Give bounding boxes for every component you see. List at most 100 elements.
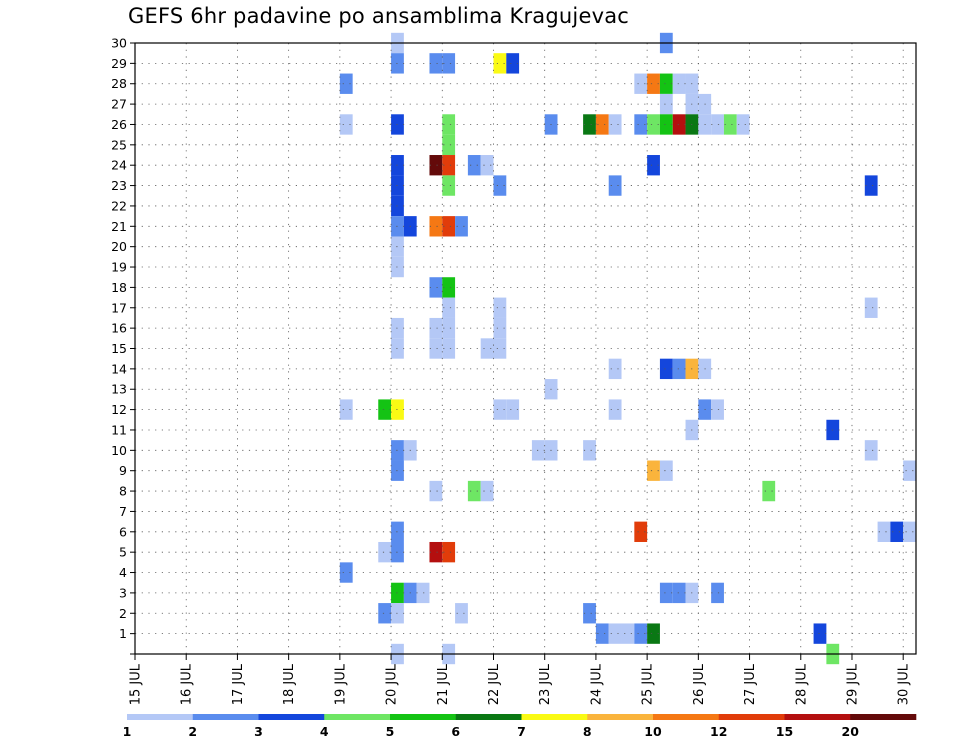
heatmap-cell [455, 603, 468, 624]
x-tick-label: 20 JUL [385, 663, 400, 705]
y-tick-label: 1 [119, 626, 127, 641]
heatmap-cell [762, 480, 776, 502]
y-tick-label: 4 [119, 565, 127, 580]
heatmap-cell [378, 603, 392, 624]
heatmap-cell [442, 277, 456, 298]
y-tick-label: 10 [111, 443, 127, 458]
heatmap-cell [493, 317, 507, 339]
heatmap-cell [442, 175, 456, 196]
x-tick-label: 23 JUL [538, 663, 553, 705]
heatmap-cell [634, 623, 648, 644]
colorbar-label: 4 [320, 724, 329, 739]
heatmap-cell [864, 440, 878, 461]
x-tick-label: 26 JUL [692, 663, 707, 705]
heatmap-cell [672, 358, 686, 380]
colorbar-label: 3 [254, 724, 263, 739]
heatmap-cell [672, 114, 686, 135]
heatmap-cell [480, 155, 494, 176]
y-tick-label: 21 [111, 219, 127, 234]
y-tick-label: 25 [111, 137, 127, 152]
heatmap-cell [659, 73, 673, 94]
heatmap-cell [378, 399, 392, 420]
colorbar-swatch [653, 714, 720, 720]
y-tick-label: 19 [111, 260, 127, 275]
heatmap-cell [672, 73, 686, 94]
colorbar-swatch [390, 714, 457, 720]
colorbar-swatch [127, 714, 194, 720]
colorbar-label: 5 [386, 724, 395, 739]
x-tick-label: 28 JUL [794, 663, 809, 705]
heatmap-cell [813, 623, 827, 644]
heatmap-cell [659, 93, 673, 115]
heatmap-cell [429, 541, 443, 563]
colorbar-label: 15 [776, 724, 793, 739]
heatmap-cell [864, 297, 878, 318]
colorbar-label: 10 [644, 724, 662, 739]
y-tick-label: 3 [119, 585, 127, 600]
heatmap-cell [634, 114, 648, 135]
y-tick-label: 8 [119, 484, 127, 499]
y-tick-label: 14 [111, 361, 127, 376]
heatmap-cell [583, 440, 596, 461]
heatmap-cell [442, 541, 456, 563]
heatmap-cell [493, 53, 507, 74]
heatmap-cell [429, 338, 443, 359]
heatmap-cell [583, 603, 596, 624]
y-tick-label: 5 [119, 545, 127, 560]
colorbar-legend: 1 2 3 4 5 6 7 8 10 12 15 20 [123, 714, 917, 739]
heatmap-cell [647, 460, 660, 481]
heatmap-cell [711, 399, 724, 420]
y-tick-label: 2 [119, 606, 127, 621]
x-axis: 15 JUL 16 JUL 17 JUL 18 JUL 19 JUL 20 JUL 21 J… [129, 654, 912, 705]
heatmap-cell [659, 358, 673, 380]
x-tick-label: 30 JUL [897, 663, 912, 705]
colorbar-label: 7 [517, 724, 526, 739]
colorbar-label: 8 [583, 724, 592, 739]
y-tick-label: 23 [111, 178, 127, 193]
x-tick-label: 19 JUL [333, 663, 348, 705]
heatmap-cell [647, 114, 660, 135]
heatmap-cell [339, 114, 353, 135]
colorbar-label: 2 [188, 724, 197, 739]
y-tick-label: 20 [111, 239, 127, 254]
heatmap-cell [659, 582, 673, 604]
heatmap-cell [493, 399, 507, 420]
heatmap-cell [480, 480, 494, 502]
heatmap-cell [455, 216, 468, 237]
y-tick-label: 6 [119, 524, 127, 539]
heatmap-cell [429, 480, 443, 502]
y-tick-label: 18 [111, 280, 127, 295]
heatmap-cell [339, 399, 353, 420]
heatmap-cell [903, 521, 916, 542]
heatmap-cell [672, 582, 686, 604]
heatmap-cell [467, 480, 481, 502]
heatmap-cell [647, 73, 660, 94]
heatmap-cell [493, 338, 507, 359]
heatmap-cell [416, 582, 430, 604]
x-tick-label: 25 JUL [641, 663, 656, 705]
colorbar-label: 6 [451, 724, 460, 739]
heatmap-cell [442, 216, 456, 237]
y-tick-label: 13 [111, 382, 127, 397]
heatmap-cell [493, 175, 507, 196]
colorbar-label: 1 [123, 724, 132, 739]
heatmap-cell [595, 114, 609, 135]
heatmap-cell [442, 114, 456, 135]
colorbar-swatch [784, 714, 851, 720]
y-tick-label: 11 [111, 422, 127, 437]
heatmap-cell [608, 399, 622, 420]
x-tick-label: 27 JUL [743, 663, 758, 705]
heatmap-cell [608, 175, 622, 196]
y-tick-label: 29 [111, 56, 127, 71]
colorbar-swatch [258, 714, 325, 720]
y-tick-label: 12 [111, 402, 127, 417]
x-tick-label: 16 JUL [180, 663, 195, 705]
heatmap-cell [736, 114, 750, 135]
chart-title: GEFS 6hr padavine po ansamblima Kragujev… [128, 4, 630, 28]
heatmap-cell [595, 623, 609, 644]
heatmap-cell [442, 53, 456, 74]
heatmap-cell [442, 134, 456, 156]
heatmap-cell [467, 155, 481, 176]
heatmap-cell [531, 440, 545, 461]
